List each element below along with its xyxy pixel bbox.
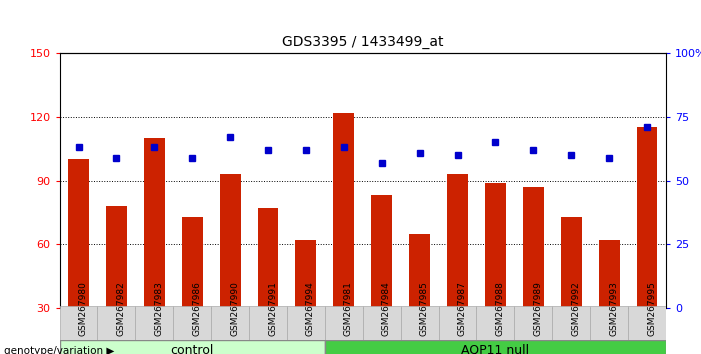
Title: GDS3395 / 1433499_at: GDS3395 / 1433499_at: [282, 35, 444, 49]
Bar: [296, 240, 316, 308]
Bar: [60, 306, 97, 354]
Text: GSM267995: GSM267995: [647, 281, 656, 336]
Text: control: control: [170, 344, 214, 354]
Text: GSM267981: GSM267981: [343, 281, 353, 336]
Bar: [182, 217, 203, 308]
Bar: [515, 306, 552, 354]
Bar: [60, 340, 325, 354]
Text: GSM267987: GSM267987: [458, 281, 466, 336]
Bar: [590, 306, 628, 354]
Bar: [325, 340, 666, 354]
Bar: [409, 234, 430, 308]
Bar: [552, 306, 590, 354]
Text: GSM267985: GSM267985: [420, 281, 428, 336]
Bar: [135, 306, 173, 354]
Bar: [447, 174, 468, 308]
Text: GSM267982: GSM267982: [116, 281, 125, 336]
Bar: [363, 306, 401, 354]
Bar: [637, 127, 658, 308]
Bar: [97, 306, 135, 354]
Text: GSM267989: GSM267989: [533, 281, 543, 336]
Bar: [439, 306, 477, 354]
Text: GSM267980: GSM267980: [79, 281, 88, 336]
Text: genotype/variation ▶: genotype/variation ▶: [4, 346, 114, 354]
Bar: [372, 195, 392, 308]
Bar: [334, 113, 354, 308]
Bar: [249, 306, 287, 354]
Bar: [144, 138, 165, 308]
Bar: [325, 306, 363, 354]
Bar: [106, 206, 127, 308]
Bar: [211, 306, 249, 354]
Text: GSM267988: GSM267988: [496, 281, 505, 336]
Text: GSM267984: GSM267984: [382, 281, 390, 336]
Text: GSM267993: GSM267993: [609, 281, 618, 336]
Bar: [561, 217, 582, 308]
Bar: [401, 306, 439, 354]
Text: GSM267990: GSM267990: [230, 281, 239, 336]
Bar: [257, 208, 278, 308]
Text: GSM267983: GSM267983: [154, 281, 163, 336]
Bar: [219, 174, 240, 308]
Text: GSM267986: GSM267986: [192, 281, 201, 336]
Text: AQP11 null: AQP11 null: [461, 344, 529, 354]
Text: GSM267991: GSM267991: [268, 281, 277, 336]
Bar: [68, 159, 89, 308]
Bar: [287, 306, 325, 354]
Bar: [477, 306, 515, 354]
Bar: [628, 306, 666, 354]
Bar: [485, 183, 506, 308]
Bar: [599, 240, 620, 308]
Bar: [173, 306, 211, 354]
Text: GSM267992: GSM267992: [571, 281, 580, 336]
Text: GSM267994: GSM267994: [306, 281, 315, 336]
Bar: [523, 187, 544, 308]
